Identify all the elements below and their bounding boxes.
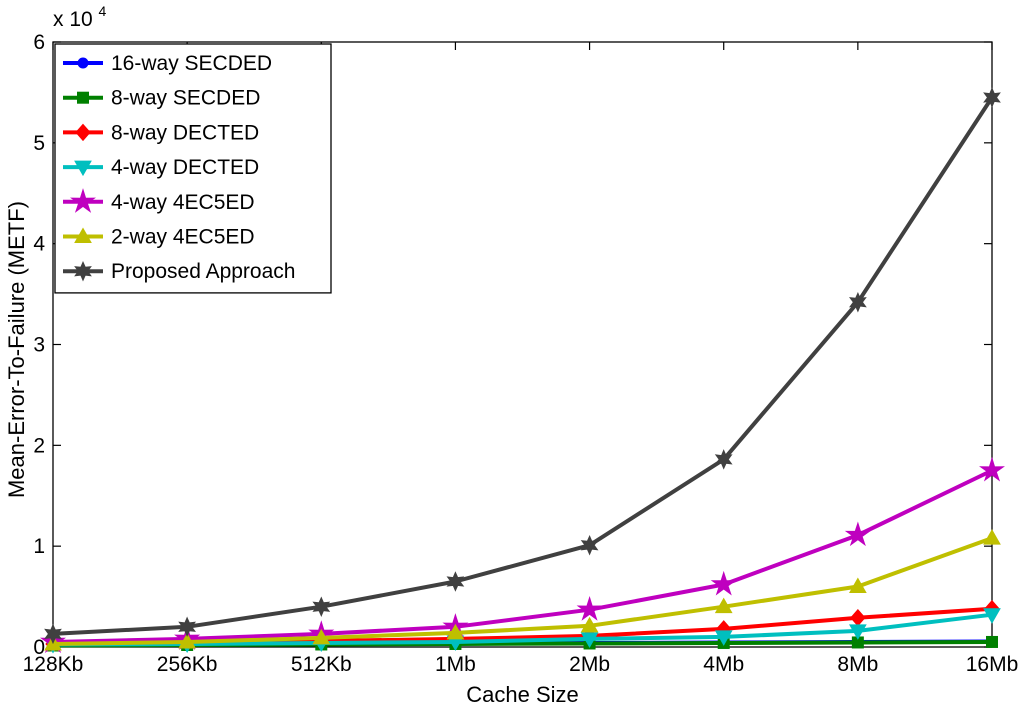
data-point [580,534,599,556]
legend-label: 4-way DECTED [111,156,259,179]
series-line [52,468,993,644]
legend-entry: 16-way SECDED [63,52,272,75]
series-layer [40,87,1005,654]
x-tick-label: 256Kb [157,653,218,676]
y-axis-multiplier: x 10 4 [53,3,107,31]
legend-marker [77,91,89,104]
data-point [714,630,733,646]
data-point [446,623,465,640]
y-axis-multiplier-exponent: 4 [99,3,107,19]
data-point [983,529,1001,545]
legend-entry: Proposed Approach [63,260,295,283]
series-line [52,536,993,646]
legend-label: 8-way SECDED [111,87,260,110]
y-axis-title: Mean-Error-To-Failure (METF) [4,201,29,498]
legend-label: Proposed Approach [111,260,295,283]
y-tick-label: 0 [33,636,45,659]
data-point [312,628,331,645]
y-tick-label: 5 [33,132,45,155]
legend-entry: 8-way DECTED [63,121,259,144]
data-point [983,608,1001,624]
series-line [52,612,993,647]
legend-label: 8-way DECTED [111,121,259,144]
legend-marker [74,260,92,282]
data-point [44,623,62,645]
data-point [446,571,465,592]
x-tick-label: 8Mb [837,653,878,676]
legend-marker [74,227,92,243]
y-tick-label: 6 [33,31,45,54]
legend-entry: 4-way 4EC5ED [63,188,255,214]
y-tick-label: 3 [33,334,45,357]
data-point [850,608,866,627]
legend: 16-way SECDED 8-way SECDED 8-way DECTED 4-w… [54,43,332,294]
data-point [710,570,737,596]
data-point [983,87,1001,108]
data-point [178,616,196,638]
series-line [52,96,994,636]
legend-marker [77,57,89,69]
data-point [580,616,599,633]
legend-marker [75,123,91,142]
axis-ticks: 128Kb 256Kb 512Kb 1Mb 2Mb 4Mb 8Mb 16Mb 0 1 2 3 4 5 6 [23,31,1019,676]
legend-marker [70,188,96,213]
data-point [848,624,867,640]
x-tick-label: 128Kb [23,653,84,676]
y-tick-label: 2 [33,434,45,457]
x-tick-label: 4Mb [703,653,744,676]
data-point [848,577,867,593]
y-axis-multiplier-base: x 10 [53,8,93,31]
series-2-way-4ec5ed [44,529,1001,651]
y-tick-label: 4 [33,233,45,256]
x-tick-label: 512Kb [291,653,352,676]
legend-label: 2-way 4EC5ED [111,226,255,249]
data-point [844,521,871,547]
legend-label: 16-way SECDED [111,52,272,75]
legend-entry: 2-way 4EC5ED [63,226,255,249]
legend-label: 4-way 4EC5ED [111,191,255,214]
data-point [576,596,603,621]
data-point [714,597,733,614]
x-axis-title: Cache Size [466,682,579,707]
y-tick-label: 1 [33,535,45,558]
data-point [580,632,599,648]
legend-entry: 4-way DECTED [63,156,259,179]
legend-marker [74,160,92,177]
data-point [312,596,331,617]
data-point [178,632,197,649]
axis-labels: x 10 4 Cache Size Mean-Error-To-Failure … [4,3,579,707]
series-proposed-approach [44,87,1001,645]
x-tick-label: 1Mb [435,653,476,676]
x-tick-label: 16Mb [966,653,1019,676]
data-point [986,635,998,648]
data-point [849,291,867,313]
x-tick-label: 2Mb [569,653,610,676]
data-point [979,456,1005,482]
legend-entry: 8-way SECDED [63,87,260,110]
data-point [714,449,733,470]
